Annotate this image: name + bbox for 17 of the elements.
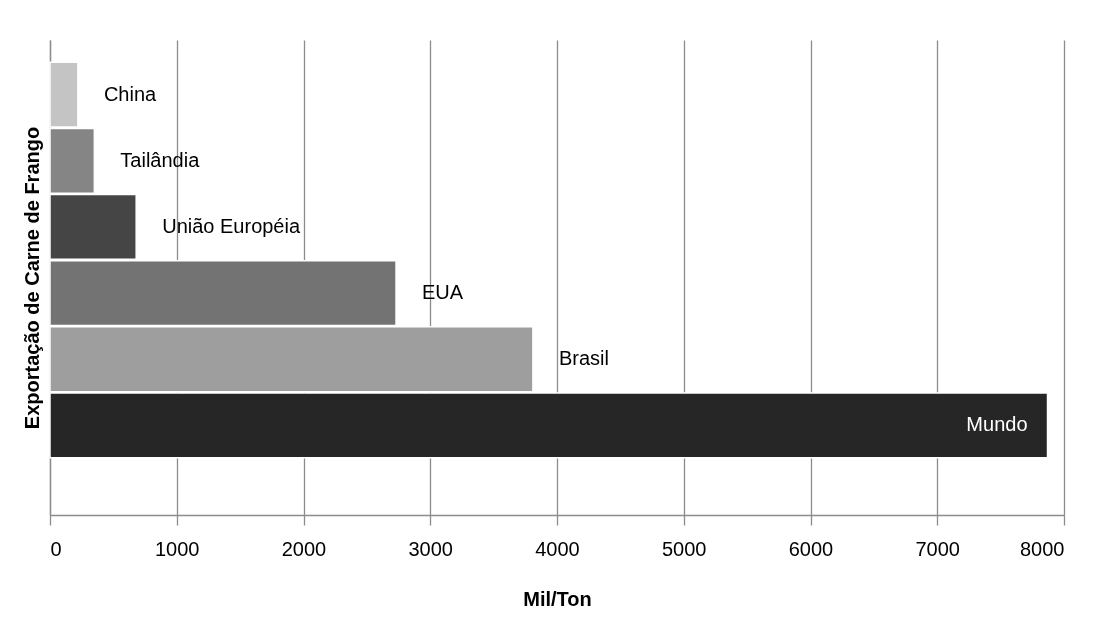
x-tick-label: 4000 [535, 537, 580, 560]
y-tick-label: União Européia [162, 214, 301, 237]
x-tick-label: 6000 [788, 537, 834, 560]
y-tick-label: Tailândia [120, 148, 201, 171]
y-tick-label: Mundo [966, 413, 1028, 436]
x-tick-label: 8000 [1020, 537, 1065, 560]
y-tick-label: EUA [422, 281, 464, 304]
x-tick-label: 1000 [155, 537, 200, 560]
x-tick-label: 7000 [915, 537, 960, 560]
x-tick-label: 0 [50, 537, 62, 560]
y-tick-label: Brasil [558, 347, 609, 370]
x-axis-title: Mil/Ton [523, 587, 592, 610]
y-tick-label: China [103, 82, 158, 105]
y-axis-title: Exportação de Carne de Frango [20, 126, 43, 430]
x-tick-label: 2000 [281, 537, 327, 560]
x-tick-label: 3000 [408, 537, 453, 560]
x-tick-label: 5000 [662, 537, 707, 560]
